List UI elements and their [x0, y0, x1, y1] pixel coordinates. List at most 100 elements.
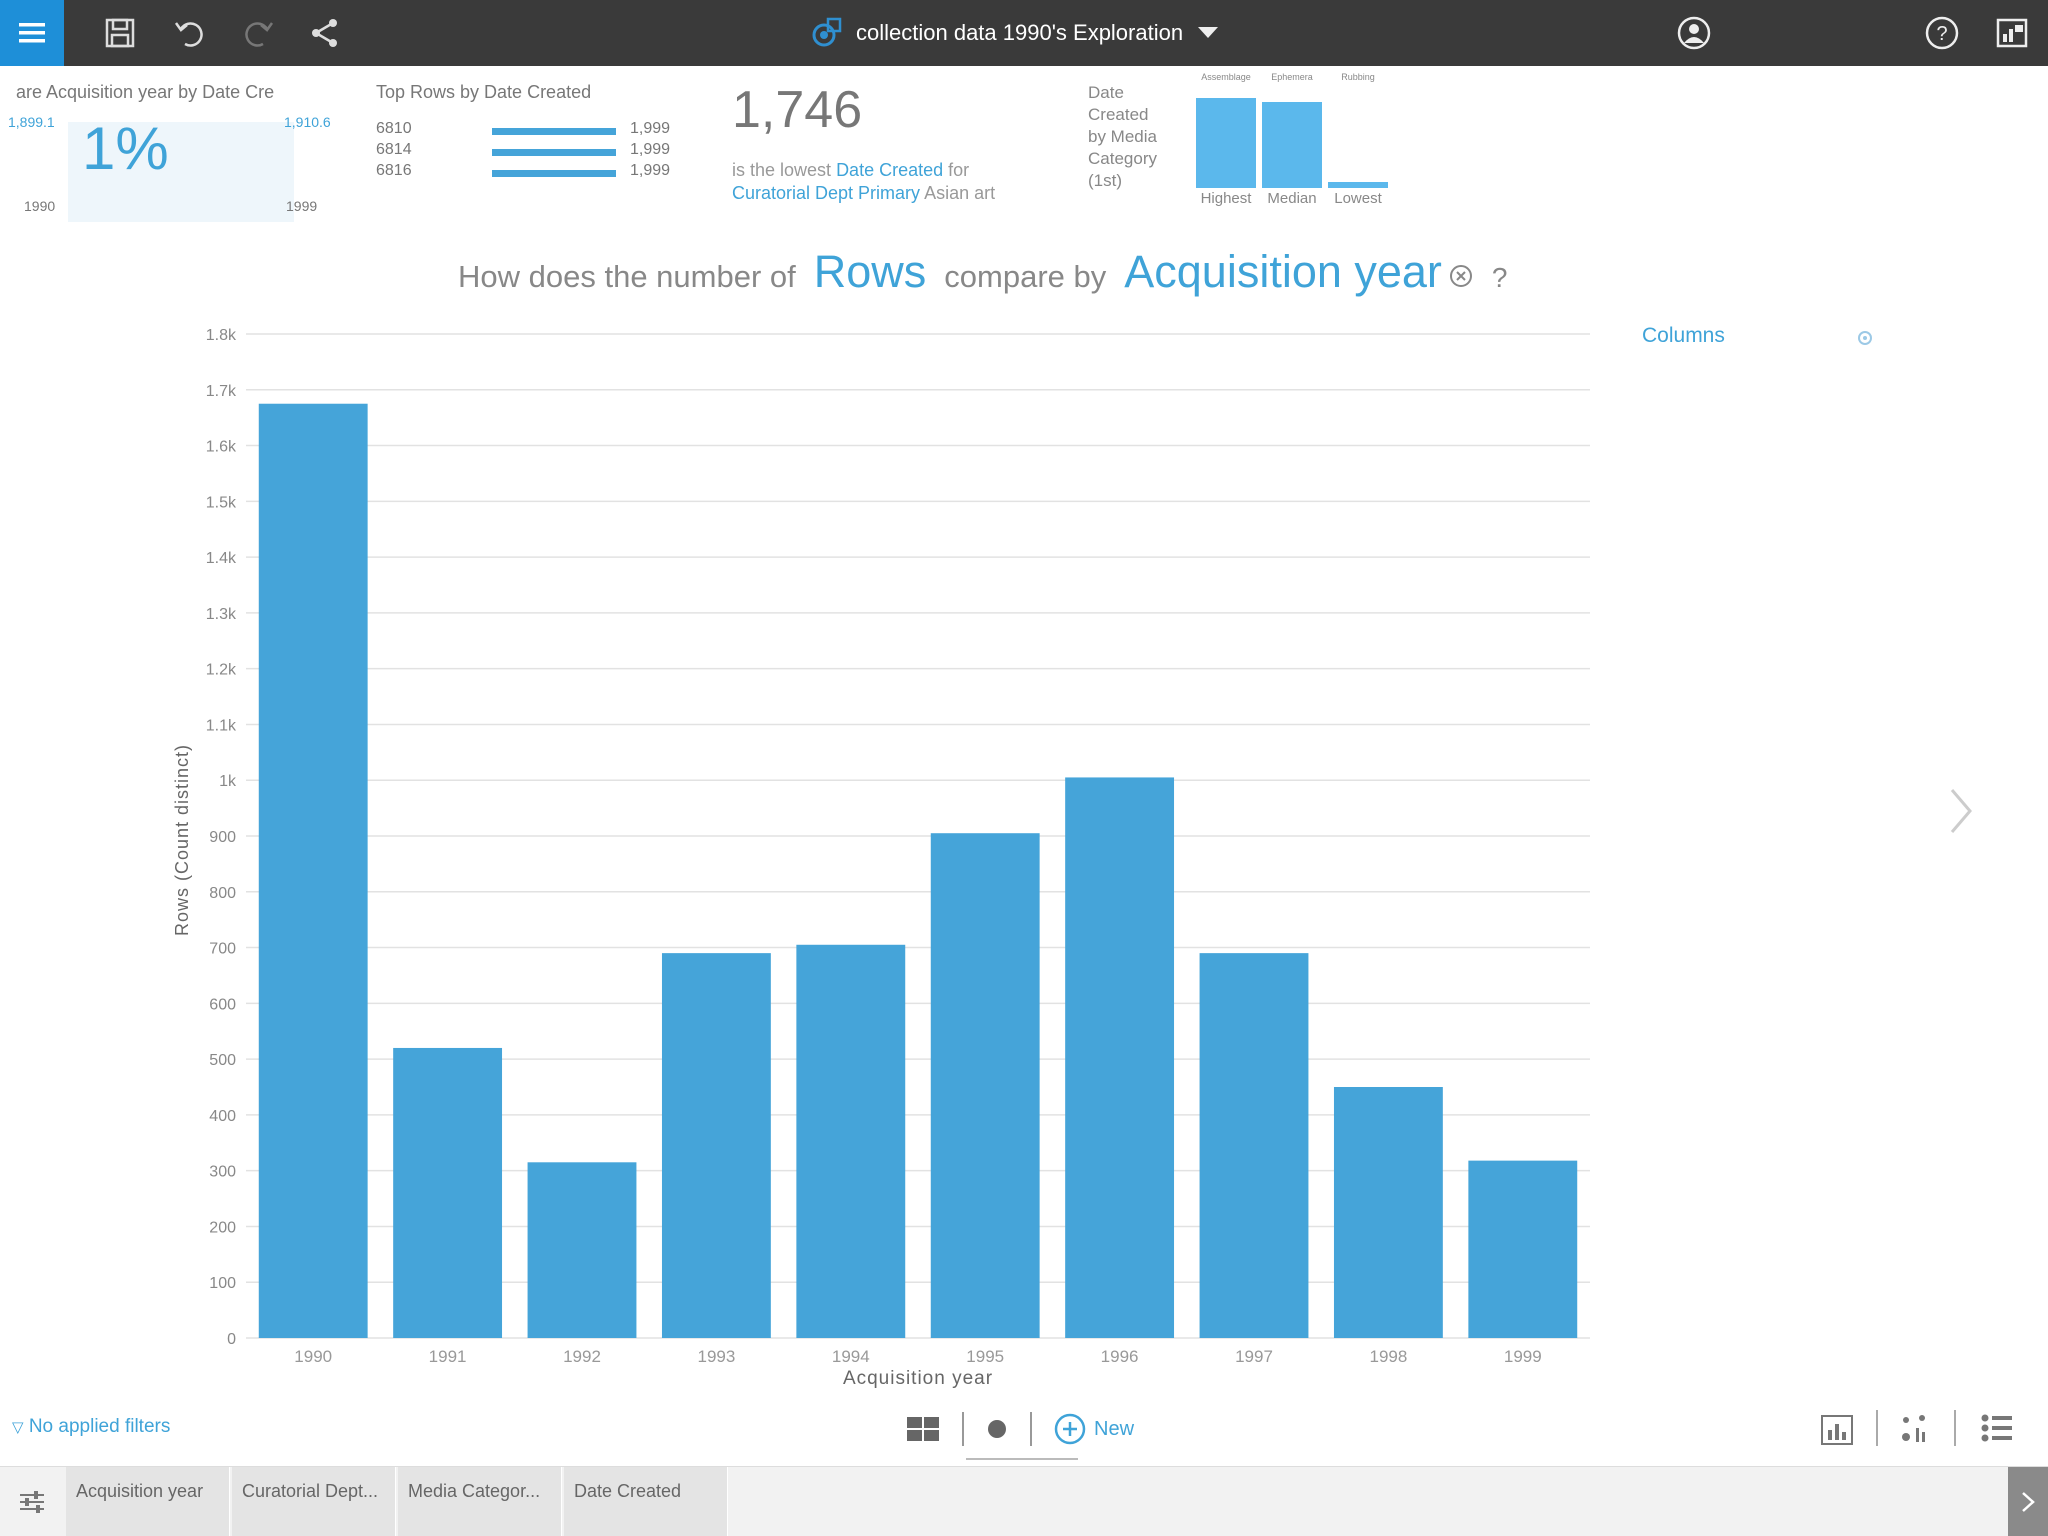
question-middle: compare by [944, 259, 1107, 294]
y-tick-label: 1.7k [206, 383, 237, 400]
y-axis-label: Rows (Count distinct) [172, 744, 192, 936]
active-view-indicator [966, 1458, 1078, 1460]
list-item: 6814 1,999 [376, 141, 671, 158]
filter-icon: ▽ [12, 1419, 24, 1436]
y-tick-label: 800 [209, 885, 236, 902]
tab-curatorial-dept[interactable]: Curatorial Dept... [232, 1467, 396, 1536]
trend-card-end-year: 1999 [286, 198, 318, 214]
x-tick-label: 1992 [563, 1347, 601, 1366]
question-bar: How does the number of Rows compare by A… [458, 246, 1508, 306]
trend-card-background [68, 122, 294, 222]
filters-label[interactable]: ▽ No applied filters [12, 1416, 171, 1437]
trend-card-value: 1% [82, 115, 169, 182]
x-tick-label: 1990 [294, 1347, 332, 1366]
y-tick-label: 200 [209, 1219, 236, 1236]
lowest-card-sentence-1: is the lowest Date Created for [732, 160, 970, 180]
question-help-button[interactable]: ? [1491, 262, 1508, 293]
card-view-icon[interactable] [986, 1418, 1008, 1440]
chart-type-icon[interactable] [1820, 1410, 1854, 1446]
tab-date-created[interactable]: Date Created [564, 1467, 728, 1536]
bar-1990[interactable] [258, 403, 368, 1338]
columns-settings-icon[interactable] [1855, 328, 1875, 348]
divider [1954, 1410, 1956, 1446]
bar-1999[interactable] [1468, 1160, 1578, 1338]
y-tick-label: 900 [209, 829, 236, 846]
y-tick-label: 600 [209, 996, 236, 1013]
bar-chart: 0 100 200 300 400 500 600 700 800 900 1k 1.1k 1.2k 1.… [172, 327, 1590, 1389]
menu-icon [19, 23, 45, 43]
top-rows-card-title: Top Rows by Date Created [376, 82, 592, 102]
bar-1992[interactable] [527, 1162, 637, 1338]
trend-card-max-label: 1,910.6 [284, 114, 331, 130]
divider [962, 1412, 964, 1446]
user-account-button[interactable] [1674, 13, 1714, 53]
y-tick-label: 500 [209, 1052, 236, 1069]
bar-1991[interactable] [393, 1047, 503, 1338]
tab-acquisition-year[interactable]: Acquisition year [66, 1467, 230, 1536]
divider [1030, 1412, 1032, 1446]
columns-panel-label[interactable]: Columns [1642, 324, 1725, 347]
new-card-button[interactable]: New [1054, 1413, 1134, 1445]
exploration-title-dropdown[interactable]: collection data 1990's Exploration [810, 12, 1219, 54]
media-mini-chart: Assemblage Highest Ephemera Median Rubbi… [1196, 72, 1406, 222]
y-tick-label: 1.1k [206, 717, 237, 734]
chevron-down-icon [1198, 27, 1219, 38]
chevron-right-icon [2022, 1492, 2035, 1512]
save-button[interactable] [100, 13, 140, 53]
media-category-insight-card[interactable]: Date Created by Media Category (1st) Ass… [1086, 72, 1406, 222]
lowest-insight-card[interactable]: 1,746 is the lowest Date Created for Cur… [730, 72, 1060, 222]
top-rows-list: 6810 1,999 6814 1,999 6816 1,999 [374, 120, 694, 183]
x-tick-label: 1999 [1504, 1347, 1542, 1366]
app-menu-button[interactable] [1992, 13, 2032, 53]
list-item: 6810 1,999 [376, 120, 671, 137]
trend-insight-card[interactable]: are Acquisition year by Date Cre 1% 1,89… [8, 72, 342, 222]
y-tick-label: 700 [209, 941, 236, 958]
top-row-bar [492, 128, 616, 135]
view-toolbar: New [906, 1412, 1134, 1446]
field-tab-bar: Acquisition year Curatorial Dept... Medi… [0, 1466, 2048, 1536]
y-tick-label: 0 [227, 1331, 236, 1348]
x-tick-label: 1991 [429, 1347, 467, 1366]
undo-button[interactable] [170, 13, 210, 53]
next-arrow-icon[interactable] [1946, 786, 1976, 836]
bar-1998[interactable] [1333, 1087, 1443, 1338]
help-icon: ? [1925, 16, 1959, 50]
bar-1993[interactable] [661, 953, 771, 1338]
clear-dimension-icon[interactable] [1448, 263, 1474, 289]
sliders-icon [20, 1491, 44, 1513]
exploration-title: collection data 1990's Exploration [856, 20, 1184, 45]
question-measure[interactable]: Rows [813, 246, 927, 297]
x-tick-label: 1996 [1101, 1347, 1139, 1366]
redo-button[interactable] [238, 13, 278, 53]
bar-1995[interactable] [930, 833, 1040, 1338]
y-tick-label: 1.2k [206, 662, 237, 679]
tabs-scroll-right-button[interactable] [2008, 1467, 2048, 1536]
y-tick-label: 1.4k [206, 550, 237, 567]
user-icon [1677, 16, 1711, 50]
help-button[interactable]: ? [1922, 13, 1962, 53]
app-icon [1996, 18, 2028, 48]
top-row-bar [492, 170, 616, 177]
tab-media-category[interactable]: Media Categor... [398, 1467, 562, 1536]
y-tick-label: 1.5k [206, 494, 237, 511]
y-tick-label: 1k [219, 773, 237, 790]
share-icon [312, 19, 337, 47]
grid-view-icon[interactable] [906, 1416, 940, 1442]
bar-1996[interactable] [1065, 777, 1175, 1338]
lowest-card-sentence-2: Curatorial Dept Primary Asian art [732, 183, 996, 203]
top-rows-insight-card[interactable]: Top Rows by Date Created 6810 1,999 6814… [374, 72, 694, 222]
bar-1997[interactable] [1199, 953, 1309, 1338]
trend-card-title: are Acquisition year by Date Cre [16, 82, 275, 102]
x-axis-label: Acquisition year [843, 1368, 993, 1389]
question-dimension[interactable]: Acquisition year [1124, 246, 1442, 297]
top-toolbar: collection data 1990's Exploration ? [0, 0, 2048, 66]
visualization-settings-icon[interactable] [1898, 1410, 1932, 1446]
list-view-icon[interactable] [1980, 1410, 2014, 1446]
x-tick-label: 1998 [1369, 1347, 1407, 1366]
lowest-card-value: 1,746 [732, 81, 863, 139]
field-settings-button[interactable] [0, 1467, 64, 1536]
y-tick-label: 100 [209, 1275, 236, 1292]
share-button[interactable] [305, 13, 345, 53]
menu-button[interactable] [0, 0, 64, 66]
bar-1994[interactable] [796, 944, 906, 1338]
